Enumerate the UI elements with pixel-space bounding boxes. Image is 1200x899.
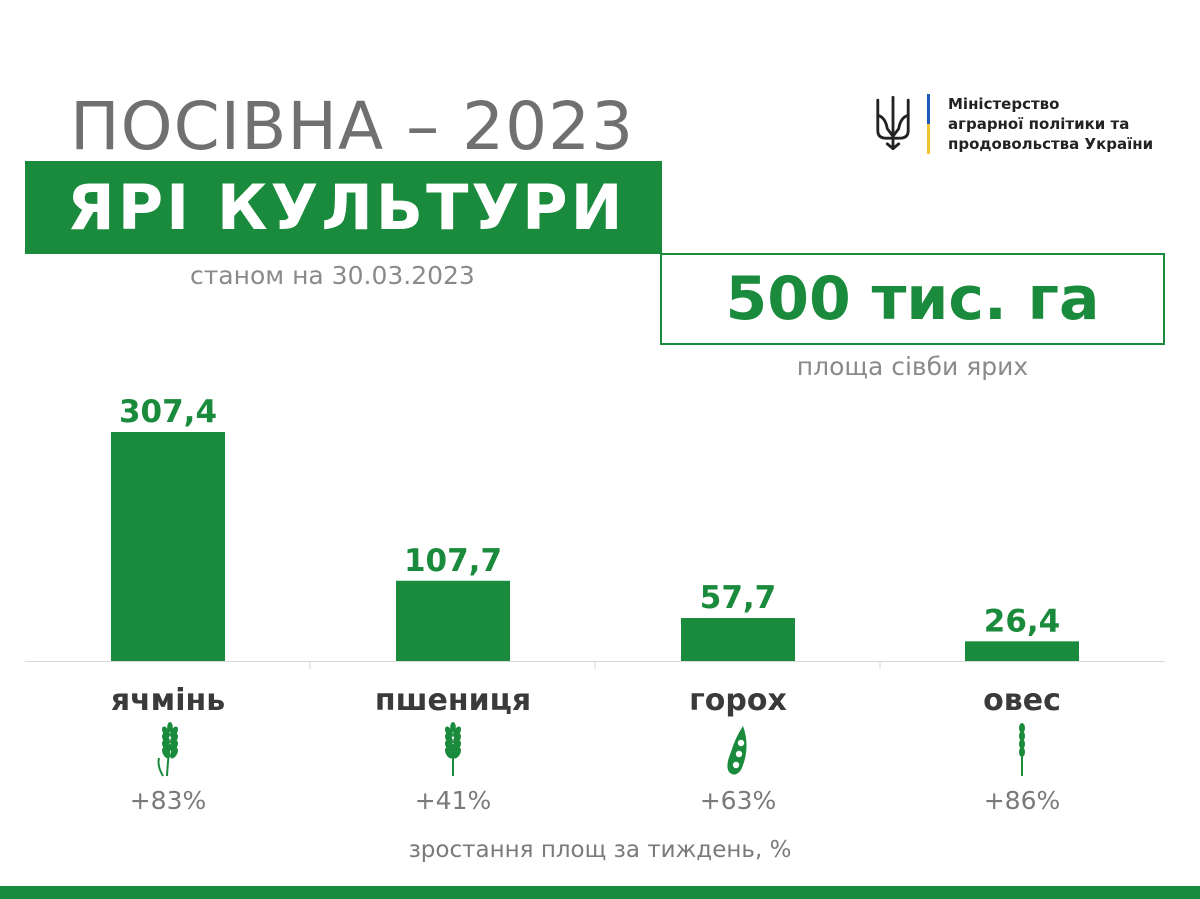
- ministry-line-2: аграрної політики та: [948, 115, 1130, 133]
- flag-stripe: [927, 94, 930, 154]
- total-area-box: 500 тис. га: [660, 253, 1165, 345]
- barley-icon: [153, 722, 183, 778]
- total-area-value: 500 тис. га: [725, 264, 1100, 334]
- category-label-4: овес: [983, 683, 1061, 718]
- trident-icon: [876, 95, 910, 151]
- bar-value-label-3: 57,7: [700, 580, 777, 616]
- category-label-2: пшениця: [374, 683, 532, 718]
- growth-footnote: зростання площ за тиждень, %: [408, 837, 792, 863]
- bar-4: [965, 641, 1079, 661]
- growth-label-2: +41%: [414, 786, 492, 815]
- page-title: ПОСІВНА – 2023: [70, 88, 635, 165]
- ministry-logo: [870, 92, 1170, 156]
- wheat-icon: [438, 722, 468, 778]
- bar-value-label-1: 307,4: [119, 394, 217, 430]
- as-of-date: станом на 30.03.2023: [190, 261, 475, 290]
- bar-1: [111, 432, 225, 661]
- growth-label-3: +63%: [699, 786, 777, 815]
- oat-icon: [1007, 722, 1037, 778]
- ministry-line-1: Міністерство: [948, 95, 1060, 113]
- growth-label-1: +83%: [129, 786, 207, 815]
- category-label-3: горох: [689, 683, 787, 718]
- category-label-1: ячмінь: [110, 683, 226, 718]
- ministry-line-3: продовольства України: [948, 135, 1154, 153]
- bar-2: [396, 580, 510, 661]
- growth-label-4: +86%: [983, 786, 1061, 815]
- bar-value-label-2: 107,7: [404, 543, 502, 579]
- bottom-accent-bar: [0, 886, 1200, 899]
- ministry-name: Міністерство аграрної політики та продов…: [948, 94, 1153, 154]
- bar-value-label-4: 26,4: [984, 603, 1061, 639]
- bar-3: [681, 618, 795, 661]
- total-area-caption: площа сівби ярих: [796, 352, 1029, 381]
- pea-pod-icon: [723, 722, 753, 778]
- category-banner: ЯРІ КУЛЬТУРИ: [25, 161, 662, 254]
